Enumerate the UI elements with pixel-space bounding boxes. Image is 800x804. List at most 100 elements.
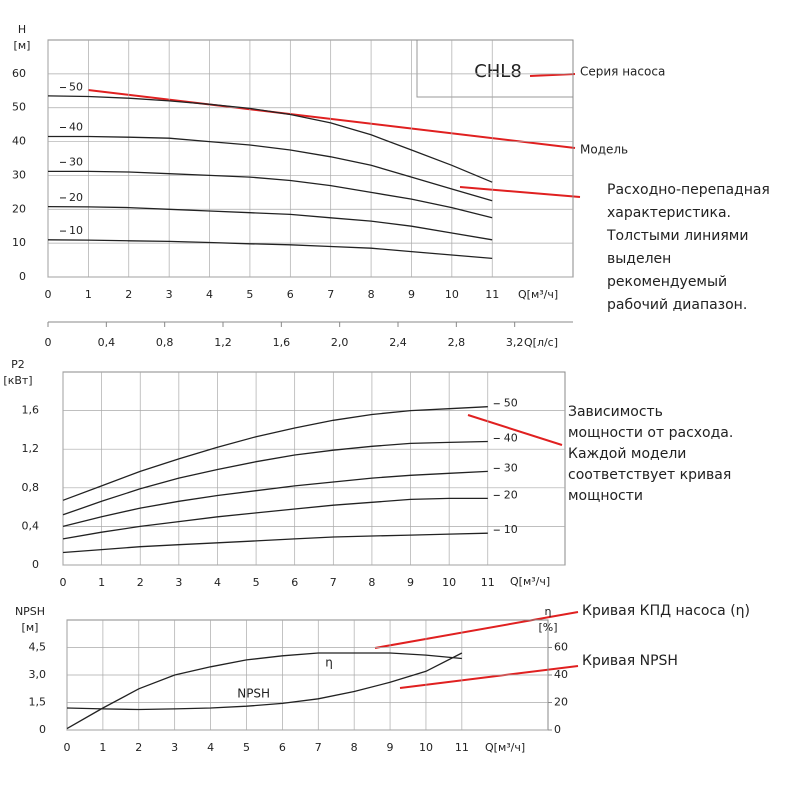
x2-tick-label: 2,4 bbox=[389, 336, 407, 349]
x-tick-label: 5 bbox=[243, 741, 250, 754]
x2-tick-label: 1,2 bbox=[214, 336, 232, 349]
series-line bbox=[48, 135, 493, 202]
x-tick-label: 4 bbox=[206, 288, 213, 301]
legend-label: 50 bbox=[69, 81, 83, 94]
pointer bbox=[374, 611, 579, 649]
y-tick-label: 50 bbox=[12, 101, 26, 114]
x-tick-label: 4 bbox=[214, 576, 221, 589]
x2-tick-label: 2,8 bbox=[448, 336, 466, 349]
y-tick-label: 4,5 bbox=[29, 641, 47, 654]
series-line bbox=[62, 470, 488, 528]
y2-tick-label: 20 bbox=[554, 696, 568, 709]
x2-tick-label: 0,8 bbox=[156, 336, 174, 349]
y-tick-label: 0,8 bbox=[22, 481, 40, 494]
annotation: рекомендуемый bbox=[607, 274, 727, 290]
x-tick-label: 6 bbox=[291, 576, 298, 589]
plot-area bbox=[62, 371, 566, 566]
x-tick-label: 0 bbox=[45, 288, 52, 301]
x-tick-label: 8 bbox=[368, 288, 375, 301]
series-line bbox=[48, 170, 493, 219]
legend-label: 10 bbox=[69, 224, 83, 237]
model-label: CHL8 bbox=[474, 61, 522, 82]
annotation: Кривая КПД насоса (η) bbox=[582, 603, 750, 619]
x-tick-label: 4 bbox=[207, 741, 214, 754]
x-tick-label: 2 bbox=[125, 288, 132, 301]
x-tick-label: 3 bbox=[175, 576, 182, 589]
series-line bbox=[62, 440, 488, 516]
x-tick-label: 11 bbox=[485, 288, 499, 301]
legend-label: 30 bbox=[504, 461, 518, 474]
x-tick-label: 1 bbox=[98, 576, 105, 589]
y-tick-label: 0 bbox=[32, 558, 39, 571]
series-line bbox=[62, 406, 488, 501]
x-tick-label: 2 bbox=[135, 741, 142, 754]
series-line bbox=[66, 652, 463, 711]
y-tick-label: 40 bbox=[12, 135, 26, 148]
pointer bbox=[459, 186, 581, 198]
series-line bbox=[62, 532, 488, 554]
x2-tick-label: 0 bbox=[45, 336, 52, 349]
y-tick-label: 20 bbox=[12, 202, 26, 215]
x-tick-label: 2 bbox=[137, 576, 144, 589]
pointer bbox=[467, 414, 563, 446]
pointer bbox=[529, 73, 576, 77]
annotation: Расходно-перепадная bbox=[607, 182, 770, 198]
series-line bbox=[66, 652, 462, 730]
y-tick-label: 1,2 bbox=[22, 442, 40, 455]
annotation: мощности bbox=[568, 488, 643, 504]
legend-label: 40 bbox=[504, 431, 518, 444]
legend-label: 30 bbox=[69, 155, 83, 168]
x-tick-label: 9 bbox=[387, 741, 394, 754]
legend-label: 10 bbox=[504, 523, 518, 536]
series-line bbox=[47, 95, 493, 183]
y-tick-label: 30 bbox=[12, 168, 26, 181]
curve-label: η bbox=[325, 656, 333, 670]
legend-label: 20 bbox=[69, 191, 83, 204]
annotation: Толстыми линиями bbox=[606, 228, 748, 244]
y-tick-label: 1,5 bbox=[29, 696, 47, 709]
x-tick-label: 10 bbox=[419, 741, 433, 754]
y2-tick-label: 40 bbox=[554, 668, 568, 681]
x2-tick-label: 2,0 bbox=[331, 336, 349, 349]
x-axis-label: Q[м³/ч] bbox=[510, 575, 550, 588]
x2-tick-label: 0,4 bbox=[98, 336, 116, 349]
y-axis-label: NPSH bbox=[15, 605, 45, 618]
x-tick-label: 7 bbox=[315, 741, 322, 754]
x2-tick-label: 1,6 bbox=[273, 336, 291, 349]
x-tick-label: 11 bbox=[481, 576, 495, 589]
annotation: соответствует кривая bbox=[568, 467, 731, 483]
annotation: выделен bbox=[607, 251, 671, 267]
y-axis-label: H bbox=[18, 23, 26, 36]
y-tick-label: 10 bbox=[12, 236, 26, 249]
pointer bbox=[399, 665, 579, 689]
x-tick-label: 3 bbox=[171, 741, 178, 754]
y-tick-label: 0,4 bbox=[22, 519, 40, 532]
annotation: Серия насоса bbox=[580, 65, 665, 79]
y2-tick-label: 60 bbox=[554, 641, 568, 654]
x-tick-label: 0 bbox=[60, 576, 67, 589]
legend-label: 20 bbox=[504, 488, 518, 501]
annotation: мощности от расхода. bbox=[568, 425, 733, 441]
y-tick-label: 60 bbox=[12, 67, 26, 80]
y-axis-label: P2 bbox=[11, 358, 25, 371]
x-tick-label: 9 bbox=[407, 576, 414, 589]
x2-axis-label: Q[л/с] bbox=[524, 336, 558, 349]
x-tick-label: 10 bbox=[445, 288, 459, 301]
y2-tick-label: 0 bbox=[554, 723, 561, 736]
annotation: Кривая NPSH bbox=[582, 653, 678, 669]
x-axis-label: Q[м³/ч] bbox=[485, 741, 525, 754]
y2-axis-unit: [%] bbox=[538, 621, 557, 634]
x-tick-label: 5 bbox=[246, 288, 253, 301]
x-tick-label: 8 bbox=[368, 576, 375, 589]
y-axis-unit: [м] bbox=[22, 621, 39, 634]
series-line bbox=[47, 239, 493, 260]
annotation: рабочий диапазон. bbox=[607, 297, 747, 313]
series-line bbox=[47, 205, 493, 241]
x-tick-label: 3 bbox=[166, 288, 173, 301]
annotation: Каждой модели bbox=[568, 446, 686, 462]
x-tick-label: 5 bbox=[253, 576, 260, 589]
series-line bbox=[62, 497, 488, 540]
x-tick-label: 1 bbox=[99, 741, 106, 754]
legend-label: 40 bbox=[69, 120, 83, 133]
x-tick-label: 6 bbox=[287, 288, 294, 301]
